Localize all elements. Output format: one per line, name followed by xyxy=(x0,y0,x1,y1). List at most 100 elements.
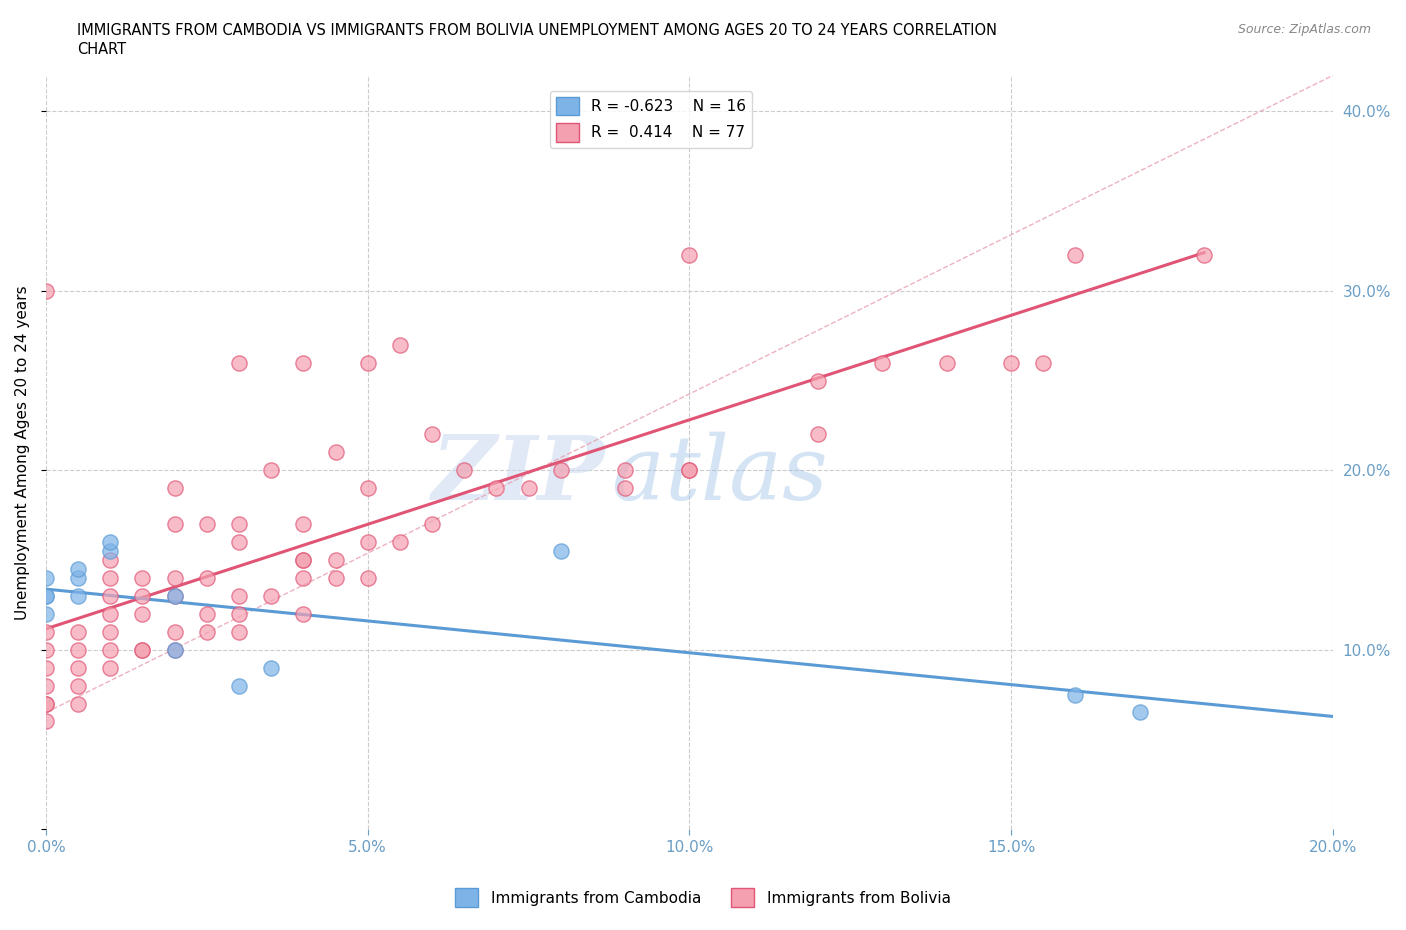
Point xyxy=(614,463,637,478)
Y-axis label: Unemployment Among Ages 20 to 24 years: Unemployment Among Ages 20 to 24 years xyxy=(15,285,30,619)
Point xyxy=(67,589,90,604)
Point xyxy=(872,355,894,370)
Point xyxy=(131,589,153,604)
Point xyxy=(1064,247,1087,262)
Point xyxy=(131,570,153,585)
Point xyxy=(67,660,90,675)
Point xyxy=(292,570,315,585)
Point xyxy=(325,445,347,459)
Point xyxy=(1032,355,1054,370)
Point xyxy=(807,427,830,442)
Point xyxy=(195,570,218,585)
Point xyxy=(35,678,58,693)
Point xyxy=(420,427,443,442)
Point xyxy=(550,543,572,558)
Point xyxy=(517,481,540,496)
Point xyxy=(550,463,572,478)
Point xyxy=(98,543,121,558)
Point xyxy=(292,517,315,532)
Point xyxy=(98,624,121,639)
Point xyxy=(260,660,283,675)
Point xyxy=(131,643,153,658)
Point xyxy=(260,589,283,604)
Point xyxy=(163,643,186,658)
Point xyxy=(35,284,58,299)
Point xyxy=(98,606,121,621)
Point xyxy=(163,570,186,585)
Point xyxy=(228,678,250,693)
Point xyxy=(1129,705,1152,720)
Point xyxy=(67,624,90,639)
Point xyxy=(453,463,475,478)
Point xyxy=(98,643,121,658)
Point xyxy=(35,660,58,675)
Point xyxy=(357,535,380,550)
Point xyxy=(163,643,186,658)
Point xyxy=(98,552,121,567)
Point xyxy=(935,355,957,370)
Text: atlas: atlas xyxy=(612,432,828,518)
Point xyxy=(228,535,250,550)
Point xyxy=(35,624,58,639)
Point xyxy=(228,355,250,370)
Point xyxy=(163,517,186,532)
Point xyxy=(98,570,121,585)
Point xyxy=(131,606,153,621)
Point xyxy=(98,660,121,675)
Point xyxy=(1192,247,1215,262)
Point xyxy=(388,535,411,550)
Point xyxy=(163,481,186,496)
Point xyxy=(357,355,380,370)
Point xyxy=(35,570,58,585)
Point xyxy=(325,570,347,585)
Point xyxy=(420,517,443,532)
Point xyxy=(1064,687,1087,702)
Text: CHART: CHART xyxy=(77,42,127,57)
Point xyxy=(292,552,315,567)
Point xyxy=(228,624,250,639)
Point xyxy=(98,589,121,604)
Legend: R = -0.623    N = 16, R =  0.414    N = 77: R = -0.623 N = 16, R = 0.414 N = 77 xyxy=(550,90,752,148)
Text: Source: ZipAtlas.com: Source: ZipAtlas.com xyxy=(1237,23,1371,36)
Point xyxy=(35,606,58,621)
Point xyxy=(67,678,90,693)
Point xyxy=(228,589,250,604)
Point xyxy=(292,552,315,567)
Point xyxy=(35,589,58,604)
Point xyxy=(678,247,700,262)
Point xyxy=(228,517,250,532)
Point xyxy=(325,552,347,567)
Point xyxy=(35,589,58,604)
Point xyxy=(292,355,315,370)
Point xyxy=(195,606,218,621)
Point xyxy=(35,696,58,711)
Legend: Immigrants from Cambodia, Immigrants from Bolivia: Immigrants from Cambodia, Immigrants fro… xyxy=(450,883,956,913)
Point xyxy=(163,589,186,604)
Point xyxy=(260,463,283,478)
Text: ZIP: ZIP xyxy=(433,432,606,518)
Point xyxy=(485,481,508,496)
Point xyxy=(163,589,186,604)
Point xyxy=(67,562,90,577)
Point xyxy=(357,570,380,585)
Point xyxy=(228,606,250,621)
Point xyxy=(807,373,830,388)
Point xyxy=(131,643,153,658)
Point xyxy=(195,517,218,532)
Point xyxy=(67,570,90,585)
Point xyxy=(35,714,58,729)
Point xyxy=(195,624,218,639)
Point xyxy=(67,643,90,658)
Point xyxy=(163,624,186,639)
Point xyxy=(357,481,380,496)
Point xyxy=(35,696,58,711)
Point xyxy=(292,606,315,621)
Point xyxy=(67,696,90,711)
Point xyxy=(678,463,700,478)
Point xyxy=(98,535,121,550)
Point xyxy=(35,643,58,658)
Point xyxy=(388,338,411,352)
Point xyxy=(678,463,700,478)
Point xyxy=(614,481,637,496)
Point xyxy=(1000,355,1022,370)
